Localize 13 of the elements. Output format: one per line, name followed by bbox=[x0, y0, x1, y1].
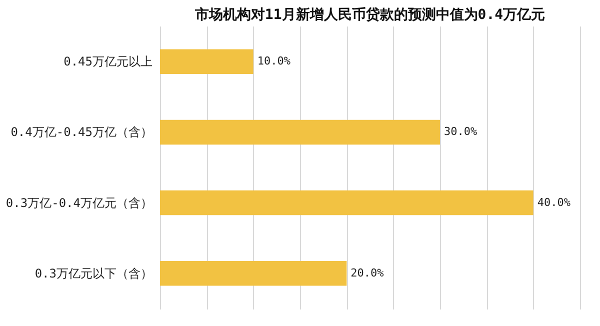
bar bbox=[160, 261, 347, 286]
y-tick-label: 0.4万亿-0.45万亿（含） bbox=[10, 125, 152, 140]
y-tick-label: 0.45万亿元以上 bbox=[64, 54, 152, 69]
data-label: 30.0% bbox=[444, 125, 478, 138]
chart-title: 市场机构对11月新增人民币贷款的预测中值为0.4万亿元 bbox=[194, 6, 546, 23]
data-label: 10.0% bbox=[257, 54, 291, 68]
y-tick-label: 0.3万亿元以下（含） bbox=[34, 266, 152, 280]
y-tick-label: 0.3万亿-0.4万亿元（含） bbox=[6, 196, 152, 210]
data-label: 20.0% bbox=[350, 266, 384, 280]
bar bbox=[160, 190, 534, 216]
data-label: 40.0% bbox=[537, 196, 571, 209]
bar bbox=[160, 120, 440, 145]
bar bbox=[160, 49, 254, 74]
